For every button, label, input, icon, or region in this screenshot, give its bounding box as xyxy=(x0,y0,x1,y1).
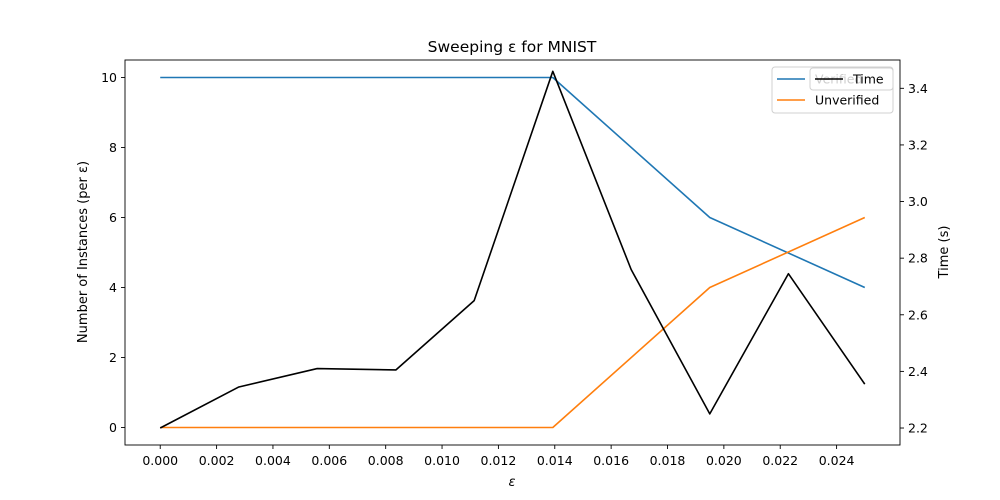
y-tick-label: 0 xyxy=(109,420,117,435)
plot-frame xyxy=(124,59,901,446)
y2-tick-label: 2.2 xyxy=(908,421,928,436)
x-tick-label: 0.012 xyxy=(481,453,517,468)
legend-label-unverified: Unverified xyxy=(815,93,879,108)
x-tick-label: 0.010 xyxy=(424,453,460,468)
x-tick-label: 0.022 xyxy=(762,453,798,468)
y2-tick-label: 3.0 xyxy=(908,194,928,209)
series-lines xyxy=(159,70,866,429)
x-tick-label: 0.020 xyxy=(706,453,742,468)
series-line-verified xyxy=(160,76,866,289)
chart-title: Sweeping ε for MNIST xyxy=(428,38,597,56)
x-tick-label: 0.002 xyxy=(199,453,235,468)
y-tick-label: 10 xyxy=(101,70,117,85)
y-tick-label: 2 xyxy=(109,350,117,365)
y2-tick-label: 2.8 xyxy=(908,251,928,266)
x-tick-label: 0.016 xyxy=(593,453,629,468)
y-tick-label: 8 xyxy=(109,140,117,155)
x-tick-label: 0.018 xyxy=(650,453,686,468)
x-tick-label: 0.008 xyxy=(368,453,404,468)
series-line-unverified xyxy=(160,216,866,429)
y-tick-label: 4 xyxy=(109,280,117,295)
y2-axis-title: Time (s) xyxy=(937,226,952,280)
legend-box-right xyxy=(809,67,894,91)
legend-label-time: Time xyxy=(852,72,884,87)
y2-tick-label: 2.4 xyxy=(908,364,928,379)
y-axis-title: Number of Instances (per ε) xyxy=(76,161,91,343)
y-tick-label: 6 xyxy=(109,210,117,225)
y2-tick-label: 3.2 xyxy=(908,137,928,152)
y2-tick-label: 3.4 xyxy=(908,81,928,96)
x-axis-title: ε xyxy=(508,475,515,490)
x-tick-label: 0.000 xyxy=(142,453,178,468)
legend: VerifiedUnverifiedTime xyxy=(771,66,894,114)
y2-tick-label: 2.6 xyxy=(908,307,928,322)
x-tick-label: 0.014 xyxy=(537,453,573,468)
x-tick-label: 0.006 xyxy=(311,453,347,468)
x-tick-label: 0.024 xyxy=(819,453,855,468)
x-tick-label: 0.004 xyxy=(255,453,291,468)
axes: 0.000 0.002 0.004 0.006 0.008 0.010 0.012 0.014… xyxy=(101,59,928,468)
series-line-time xyxy=(159,70,866,429)
